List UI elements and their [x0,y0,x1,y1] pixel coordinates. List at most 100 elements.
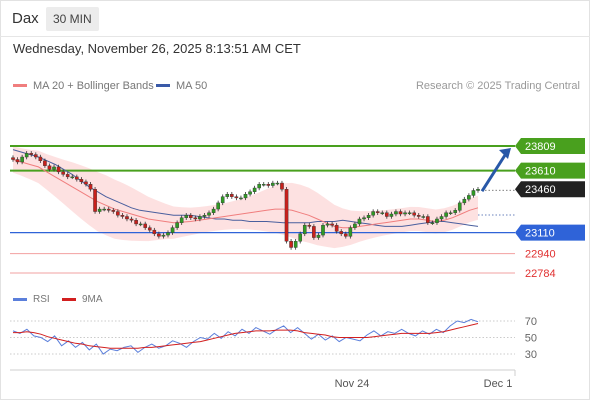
rsi-swatch [13,298,27,301]
candle-body [348,227,353,237]
candle-body [403,212,407,215]
ma20-legend-label: MA 20 + Bollinger Bands [33,80,154,92]
candle-body [84,181,88,185]
rsi-legend-label: RSI [33,294,50,305]
candle-body [261,184,266,186]
level-label-22784: 22784 [525,268,556,280]
candle-body [152,229,157,235]
candle-body [11,157,15,160]
candle-body [325,223,330,226]
candle-body [93,189,97,212]
candle-body [412,212,416,216]
timeframe-button[interactable]: 30 MIN [46,7,99,31]
level-tag-23460 [515,181,585,198]
legend-ma50: MA 50 [156,80,207,92]
candle-body [120,215,125,217]
ma20-swatch [13,83,27,87]
level-label-23110: 23110 [525,228,555,240]
candle-body [353,223,357,228]
candle-body [339,231,344,235]
candle-body [138,223,143,226]
candle-body [435,218,439,223]
candle-body [421,216,426,218]
candle-body [70,176,75,179]
candle-body [106,208,111,211]
candle-body [125,216,129,220]
candle-body [188,215,193,218]
rsi-ma-legend-label: 9MA [82,294,103,305]
candle-body [33,154,38,158]
candle-body [56,166,61,173]
rsi-tick-label: 70 [525,316,537,328]
rsi-ma-line [13,323,479,349]
candle-body [257,184,261,189]
forecast-arrowhead [499,148,511,159]
candle-body [47,165,52,170]
candle-body [225,193,230,197]
candle-body [166,232,170,236]
candle-body [161,234,166,237]
candle-body [111,210,116,212]
instrument-title: Dax [12,10,39,27]
candle-body [234,196,239,199]
candle-body [29,153,34,155]
level-label-22940: 22940 [525,249,556,261]
candle-body [293,241,298,248]
candle-body [20,156,24,163]
candle-body [302,224,307,235]
candle-body [211,208,216,213]
candle-body [280,182,284,190]
level-label-23809: 23809 [525,141,556,153]
candle-body [439,216,444,220]
rsi-tick-label: 50 [525,333,537,345]
candle-body [134,220,138,225]
level-tag-23110 [515,224,585,241]
candle-body [143,223,148,228]
candle-body [298,233,303,242]
candle-body [184,215,189,218]
candle-body [284,189,289,242]
candle-body [157,233,161,237]
candle-body [79,179,84,183]
candle-body [444,212,448,217]
candle-body [385,212,389,217]
forecast-arrow [480,151,509,193]
candle-body [343,233,348,237]
candle-body [65,174,70,178]
candle-body [448,212,453,214]
candle-body [366,215,371,218]
candle-body [271,182,275,186]
ma50-legend-label: MA 50 [176,80,208,92]
candle-body [476,189,480,191]
candle-body [266,184,271,186]
candle-body [193,217,198,220]
ma50-swatch [156,83,170,87]
candle-body [407,212,412,214]
candle-body [321,224,325,236]
candle-body [316,234,321,238]
candle-body [334,224,339,232]
candle-body [416,215,421,217]
candle-body [38,156,43,161]
candle-body [207,212,211,216]
candle-body [129,218,134,221]
candle-body [116,211,120,216]
candle-body [102,208,106,211]
candle-body [61,171,65,175]
candle-body [462,198,467,204]
rsi-line [12,318,479,355]
candle-body [15,159,20,163]
rsi-ma-swatch [62,298,76,301]
candle-body [202,215,207,217]
candle-body [43,160,47,166]
candle-body [239,197,243,200]
x-tick-label: Dec 1 [484,378,513,390]
candle-body [362,217,366,220]
level-tag-23610 [515,162,585,179]
candle-body [97,208,102,212]
candle-body [430,222,435,224]
candle-body [357,218,362,225]
research-credit: Research © 2025 Trading Central [415,80,580,92]
ma20-line [12,159,479,229]
